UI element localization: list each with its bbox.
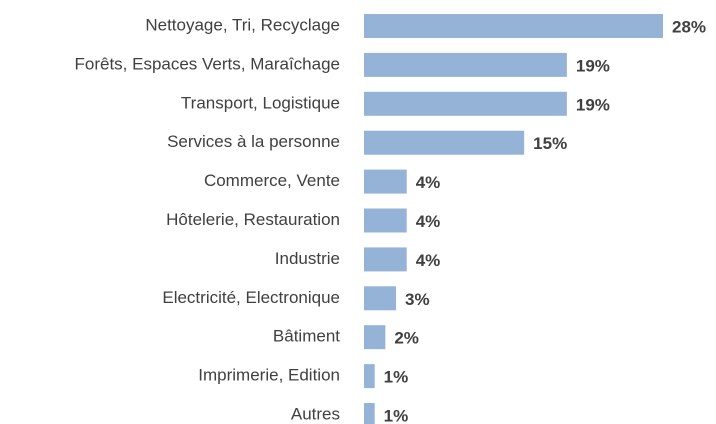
value-label: 2% <box>394 329 419 348</box>
bar <box>364 247 407 272</box>
category-label: Forêts, Espaces Verts, Maraîchage <box>74 54 340 73</box>
bar <box>364 91 567 116</box>
category-label: Industrie <box>275 249 340 268</box>
value-label: 4% <box>416 212 441 231</box>
category-label: Transport, Logistique <box>181 93 340 112</box>
value-label: 1% <box>384 406 409 424</box>
category-label: Nettoyage, Tri, Recyclage <box>145 15 340 34</box>
bar <box>364 208 407 233</box>
bar <box>364 286 397 311</box>
value-label: 4% <box>416 173 441 192</box>
category-label: Imprimerie, Edition <box>198 366 340 385</box>
category-label: Bâtiment <box>273 327 340 346</box>
value-label: 19% <box>576 56 610 75</box>
bar <box>364 52 567 77</box>
value-label: 15% <box>533 134 567 153</box>
value-label: 4% <box>416 251 441 270</box>
category-label: Hôtelerie, Restauration <box>166 210 340 229</box>
bar <box>364 325 386 350</box>
bar <box>364 14 663 38</box>
bar <box>364 403 375 424</box>
category-label: Electricité, Electronique <box>162 288 340 307</box>
bar <box>364 169 407 194</box>
category-label: Autres <box>291 404 340 423</box>
category-label: Commerce, Vente <box>204 171 340 190</box>
value-label: 1% <box>384 368 409 387</box>
value-label: 28% <box>672 17 706 36</box>
bar <box>364 364 375 389</box>
bar <box>364 130 525 155</box>
value-label: 19% <box>576 95 610 114</box>
value-label: 3% <box>405 290 430 309</box>
category-label: Services à la personne <box>167 132 340 151</box>
